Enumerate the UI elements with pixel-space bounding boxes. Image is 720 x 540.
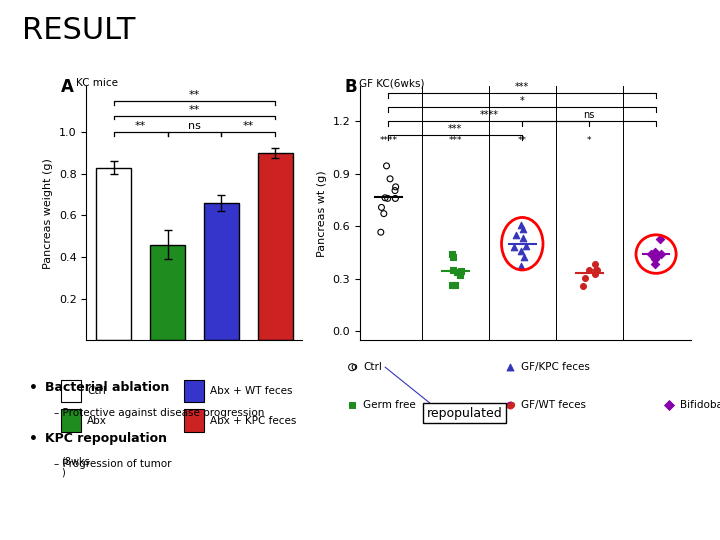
Text: *: * [587,136,591,145]
Text: *: * [520,96,525,106]
Point [449,281,461,289]
Text: **: ** [243,122,254,131]
Text: Ctrl: Ctrl [87,386,106,396]
Point [518,252,530,261]
Point [390,194,401,202]
Point [589,260,600,268]
Text: – Progression of tumor: – Progression of tumor [54,459,171,469]
Point [379,193,391,202]
Text: **: ** [135,122,146,131]
Text: o: o [350,362,356,372]
Point [589,270,600,279]
Point [376,203,387,212]
Text: •: • [29,381,37,395]
Point [508,243,520,252]
Point [390,186,401,195]
Point [381,161,392,170]
Point [577,281,589,290]
Point [651,253,662,261]
Text: Bacterial ablation: Bacterial ablation [45,381,169,394]
Point [583,266,595,274]
Text: GF KC(6wks): GF KC(6wks) [359,78,424,89]
Point [655,249,667,258]
Y-axis label: Pancreas weight (g): Pancreas weight (g) [43,158,53,269]
Text: KC mice: KC mice [76,78,117,89]
Point [455,266,467,275]
Text: GF/WT feces: GF/WT feces [521,400,586,410]
Text: ****: **** [480,110,498,120]
Point [447,253,459,262]
Text: Bifidobacterium: Bifidobacterium [680,400,720,410]
Point [384,174,396,183]
Point [579,273,590,282]
Text: (8wks
): (8wks ) [61,456,90,478]
Point [382,194,393,202]
Point [446,250,458,259]
Text: **: ** [189,105,200,114]
Point [446,280,457,289]
Point [378,210,390,218]
Point [649,247,661,256]
Text: Germ free: Germ free [363,400,415,410]
Text: •: • [29,432,37,446]
Text: ***: *** [515,82,529,92]
Y-axis label: Pancreas wt (g): Pancreas wt (g) [317,170,327,256]
Text: ns: ns [188,122,201,131]
Point [649,255,661,264]
Point [346,401,358,409]
Point [520,241,531,250]
Text: repopulated: repopulated [426,407,503,420]
Text: ****: **** [379,136,397,145]
Text: A: A [61,78,74,96]
Point [517,234,528,242]
Point [448,265,459,274]
Point [645,249,657,258]
Point [591,265,603,274]
Text: o: o [508,400,515,410]
Text: ***: *** [449,136,462,145]
Point [505,363,516,372]
Point [590,266,602,275]
Point [517,224,528,233]
Text: ***: *** [449,124,462,134]
Bar [204,203,239,340]
Text: B: B [344,78,357,96]
Point [454,271,465,280]
Point [663,401,675,409]
Point [451,268,462,276]
Text: **: ** [518,136,527,145]
Text: ns: ns [583,110,595,120]
Text: KPC repopulation: KPC repopulation [45,432,166,445]
Text: GF/KPC feces: GF/KPC feces [521,362,590,372]
Point [505,401,516,409]
Point [649,260,660,268]
Text: Abx + WT feces: Abx + WT feces [210,386,292,396]
Text: RESULT: RESULT [22,16,135,45]
Text: Abx + KPC feces: Abx + KPC feces [210,416,296,426]
Text: – Protective against disease progression: – Protective against disease progression [54,408,264,418]
Text: **: ** [189,90,200,100]
Bar [258,153,292,340]
Point [346,363,358,372]
Point [654,235,666,244]
Text: Abx: Abx [87,416,107,426]
Point [516,261,527,270]
Point [375,228,387,237]
Bar [96,167,131,340]
Point [515,221,526,230]
Point [390,183,402,191]
Text: Ctrl: Ctrl [363,362,382,372]
Point [516,247,527,255]
Point [510,231,521,239]
Bar [150,245,185,340]
